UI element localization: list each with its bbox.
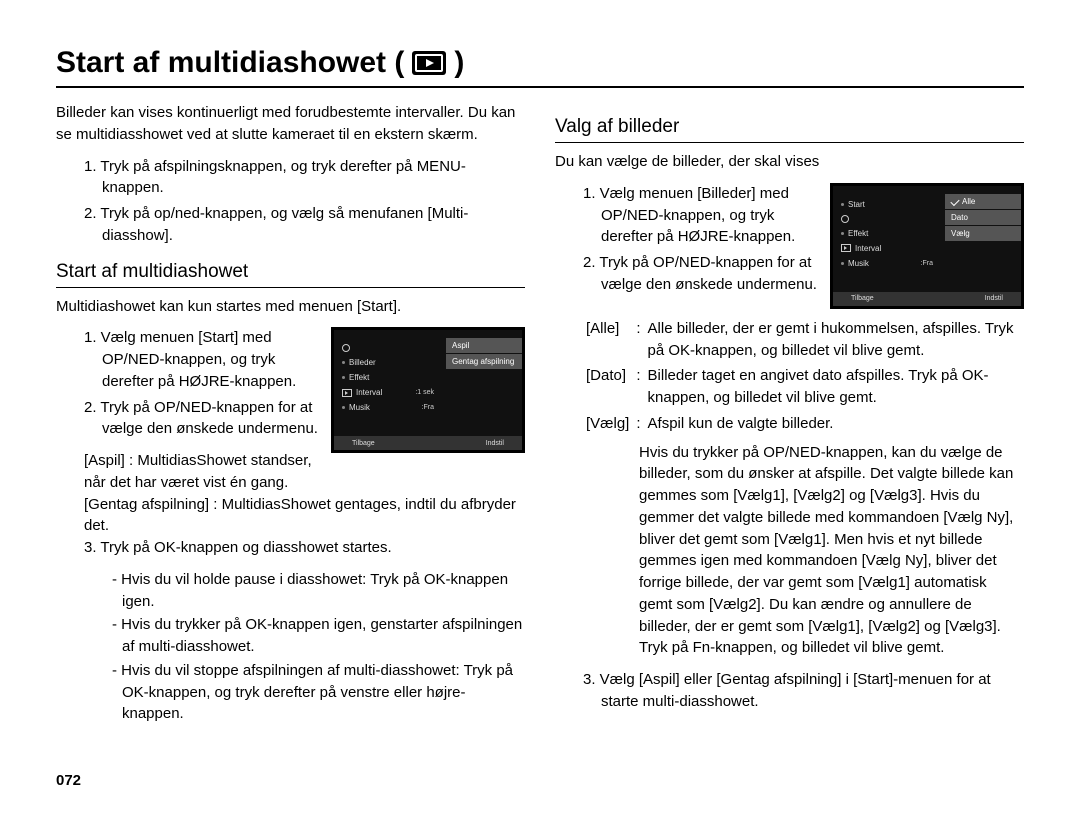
bullet-icon <box>342 361 345 364</box>
page-number: 072 <box>56 772 81 789</box>
bullet-icon <box>841 232 844 235</box>
menu-item-label: Musik <box>349 403 370 412</box>
intro-text: Billeder kan vises kontinuerligt med for… <box>56 102 525 146</box>
def-colon: : <box>635 317 644 363</box>
def-term: [Dato] <box>585 364 633 410</box>
submenu-item: Vælg <box>945 226 1021 241</box>
pre-step-1: 1. Tryk på afspilningsknappen, og tryk d… <box>84 156 525 200</box>
right-step-3-text: 3. Vælg [Aspil] eller [Gentag afspilning… <box>583 669 1024 713</box>
title-text: Start af multidiashowet ( <box>56 46 404 80</box>
def-desc: Afspil kun de valgte billeder. <box>647 412 1022 436</box>
right-step-3: 3. Vælg [Aspil] eller [Gentag afspilning… <box>555 669 1024 713</box>
definitions: [Alle] : Alle billeder, der er gemt i hu… <box>583 315 1024 438</box>
submenu-item: Dato <box>945 210 1021 225</box>
footer-left: Tilbage <box>851 295 874 302</box>
manual-page: Start af multidiashowet ( ) Billeder kan… <box>0 0 1080 815</box>
def-row: [Dato] : Billeder taget en angivet dato … <box>585 364 1022 410</box>
menu-item-label: Effekt <box>848 229 868 238</box>
camera-menu-screenshot-2: Start Effekt Interval Musik :Fra Alle Dat… <box>830 183 1024 309</box>
submenu-item: Aspil <box>446 338 522 353</box>
left-step-2a: [Aspil] : MultidiasShowet standser, når … <box>84 450 525 494</box>
check-icon <box>950 197 959 206</box>
submenu-item: Alle <box>945 194 1021 209</box>
right-section-title: Valg af billeder <box>555 116 1024 143</box>
bullet-icon <box>841 215 849 223</box>
menu-value: :1 sek <box>415 389 434 396</box>
left-step-2b: [Gentag afspilning] : MultidiasShowet ge… <box>84 494 525 538</box>
menu-item-label: Start <box>848 200 865 209</box>
def-desc: Billeder taget en angivet dato afspilles… <box>647 364 1022 410</box>
bullet-icon <box>342 406 345 409</box>
menu-value: :Fra <box>921 260 933 267</box>
title-end: ) <box>454 46 464 80</box>
pre-step-2: 2. Tryk på op/ned-knappen, og vælg så me… <box>84 203 525 247</box>
left-step-3c: - Hvis du vil stoppe afspilningen af mul… <box>112 660 525 725</box>
menu-item-label: Billeder <box>349 358 376 367</box>
left-step-3: 3. Tryk på OK-knappen og diasshowet star… <box>84 537 525 559</box>
footer-left: Tilbage <box>352 440 375 447</box>
right-intro: Du kan vælge de billeder, der skal vises <box>555 151 1024 173</box>
left-column: Billeder kan vises kontinuerligt med for… <box>56 102 525 727</box>
def-row: [Alle] : Alle billeder, der er gemt i hu… <box>585 317 1022 363</box>
left-step-3a: - Hvis du vil holde pause i diasshowet: … <box>112 569 525 613</box>
long-note: Hvis du trykker på OP/NED-knappen, kan d… <box>639 442 1024 660</box>
menu-item-label: Effekt <box>349 373 369 382</box>
footer-right: Indstil <box>486 440 504 447</box>
slideshow-icon <box>412 51 446 75</box>
menu-item-label: Musik <box>848 259 869 268</box>
pre-steps: 1. Tryk på afspilningsknappen, og tryk d… <box>56 156 525 247</box>
bullet-icon <box>342 376 345 379</box>
def-desc: Alle billeder, der er gemt i hukommelsen… <box>647 317 1022 363</box>
bullet-icon <box>841 262 844 265</box>
camera-menu-screenshot-1: Billeder Effekt Interval :1 sek Musik :Fra… <box>331 327 525 453</box>
def-term: [Alle] <box>585 317 633 363</box>
page-title: Start af multidiashowet ( ) <box>56 46 1024 88</box>
def-term: [Vælg] <box>585 412 633 436</box>
menu-value: :Fra <box>422 404 434 411</box>
def-row: [Vælg] : Afspil kun de valgte billeder. <box>585 412 1022 436</box>
submenu-item: Gentag afspilning <box>446 354 522 369</box>
bullet-icon <box>841 203 844 206</box>
play-icon <box>841 244 851 252</box>
menu-item-label: Interval <box>855 244 881 253</box>
footer-right: Indstil <box>985 295 1003 302</box>
def-colon: : <box>635 412 644 436</box>
submenu-label: Alle <box>962 197 975 206</box>
bullet-icon <box>342 344 350 352</box>
left-step-3b: - Hvis du trykker på OK-knappen igen, ge… <box>112 614 525 658</box>
def-colon: : <box>635 364 644 410</box>
left-steps-3: 3. Tryk på OK-knappen og diasshowet star… <box>56 537 525 559</box>
play-icon <box>342 389 352 397</box>
left-intro: Multidiashowet kan kun startes med menue… <box>56 296 525 318</box>
right-column: Valg af billeder Du kan vælge de billede… <box>555 102 1024 727</box>
menu-item-label: Interval <box>356 388 382 397</box>
left-section-title: Start af multidiashowet <box>56 261 525 288</box>
